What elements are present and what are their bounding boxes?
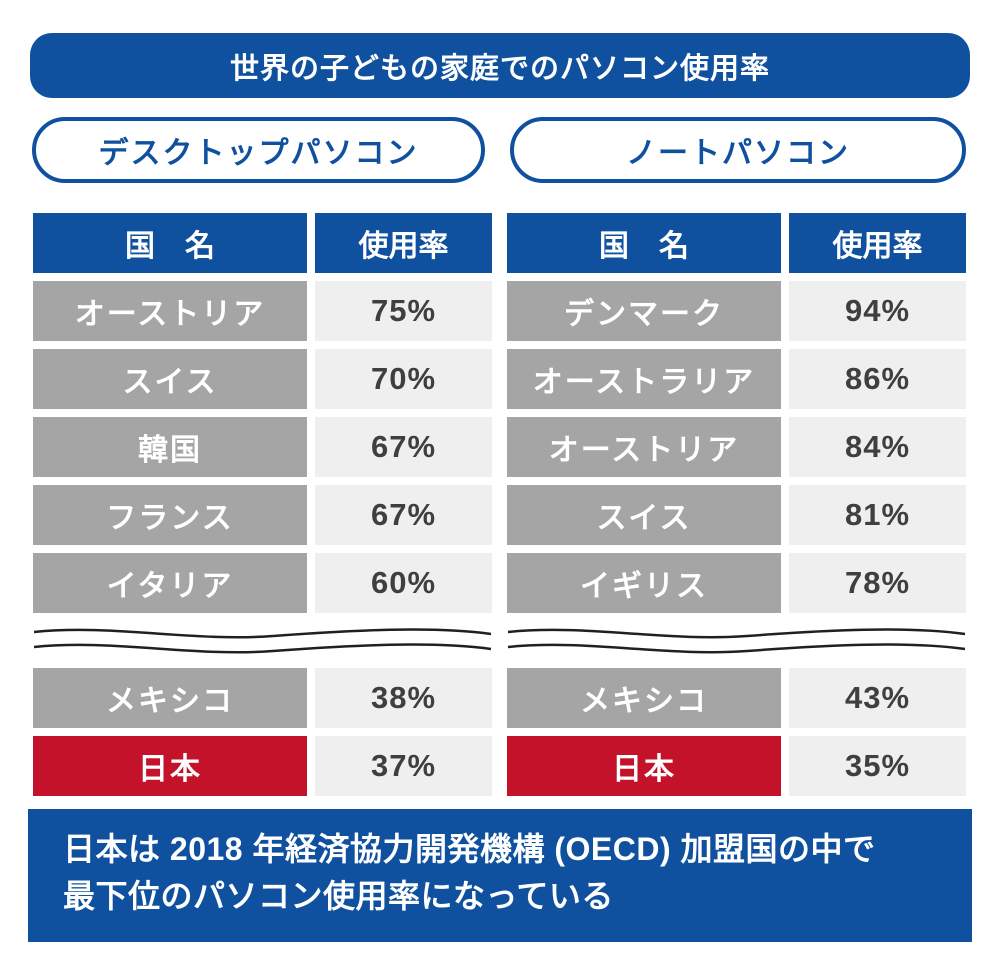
country-cell: スイス — [33, 349, 307, 409]
rate-cell: 94% — [789, 281, 966, 341]
column-header-rate: 使用率 — [789, 213, 966, 273]
footnote-line2: 最下位のパソコン使用率になっている — [63, 878, 614, 914]
table-row: フランス 67% — [33, 485, 492, 545]
table-row: オーストラリア 86% — [507, 349, 966, 409]
country-cell-japan: 日本 — [507, 736, 781, 796]
column-header-country: 国 名 — [33, 213, 307, 273]
rate-cell: 67% — [315, 417, 492, 477]
table-row: スイス 70% — [33, 349, 492, 409]
table-header-row: 国 名 使用率 — [507, 213, 966, 273]
rate-cell: 43% — [789, 668, 966, 728]
rate-cell: 78% — [789, 553, 966, 613]
country-cell: イタリア — [33, 553, 307, 613]
country-cell: フランス — [33, 485, 307, 545]
rate-cell: 86% — [789, 349, 966, 409]
rate-cell: 81% — [789, 485, 966, 545]
column-header-country: 国 名 — [507, 213, 781, 273]
column-header-rate: 使用率 — [315, 213, 492, 273]
table-row: オーストリア 75% — [33, 281, 492, 341]
country-cell-japan: 日本 — [33, 736, 307, 796]
footnote-banner: 日本は 2018 年経済協力開発機構 (OECD) 加盟国の中で 最下位のパソコ… — [28, 809, 972, 942]
table-row: スイス 81% — [507, 485, 966, 545]
table-header-row: 国 名 使用率 — [33, 213, 492, 273]
laptop-table: 国 名 使用率 デンマーク 94% オーストラリア 86% オーストリア 84%… — [507, 213, 966, 796]
desktop-table: 国 名 使用率 オーストリア 75% スイス 70% 韓国 67% フランス 6… — [33, 213, 492, 796]
table-break-wave — [507, 621, 966, 660]
country-cell: 韓国 — [33, 417, 307, 477]
wave-break-icon — [33, 628, 492, 654]
table-row-japan: 日本 37% — [33, 736, 492, 796]
table-row: オーストリア 84% — [507, 417, 966, 477]
table-row: メキシコ 38% — [33, 668, 492, 728]
table-row-japan: 日本 35% — [507, 736, 966, 796]
table-row: イギリス 78% — [507, 553, 966, 613]
category-label-laptop: ノートパソコン — [510, 117, 966, 183]
country-cell: デンマーク — [507, 281, 781, 341]
country-cell: オーストリア — [33, 281, 307, 341]
table-break-wave — [33, 621, 492, 660]
rate-cell: 84% — [789, 417, 966, 477]
country-cell: メキシコ — [507, 668, 781, 728]
rate-cell: 38% — [315, 668, 492, 728]
footnote-line1: 日本は 2018 年経済協力開発機構 (OECD) 加盟国の中で — [63, 831, 876, 867]
category-label-desktop: デスクトップパソコン — [32, 117, 485, 183]
country-cell: オーストリア — [507, 417, 781, 477]
rate-cell: 75% — [315, 281, 492, 341]
country-cell: メキシコ — [33, 668, 307, 728]
country-cell: イギリス — [507, 553, 781, 613]
page-title: 世界の子どもの家庭でのパソコン使用率 — [30, 33, 970, 98]
rate-cell: 37% — [315, 736, 492, 796]
country-cell: オーストラリア — [507, 349, 781, 409]
table-row: デンマーク 94% — [507, 281, 966, 341]
rate-cell: 67% — [315, 485, 492, 545]
table-row: 韓国 67% — [33, 417, 492, 477]
country-cell: スイス — [507, 485, 781, 545]
table-row: メキシコ 43% — [507, 668, 966, 728]
rate-cell: 60% — [315, 553, 492, 613]
table-row: イタリア 60% — [33, 553, 492, 613]
rate-cell: 35% — [789, 736, 966, 796]
rate-cell: 70% — [315, 349, 492, 409]
wave-break-icon — [507, 628, 966, 654]
